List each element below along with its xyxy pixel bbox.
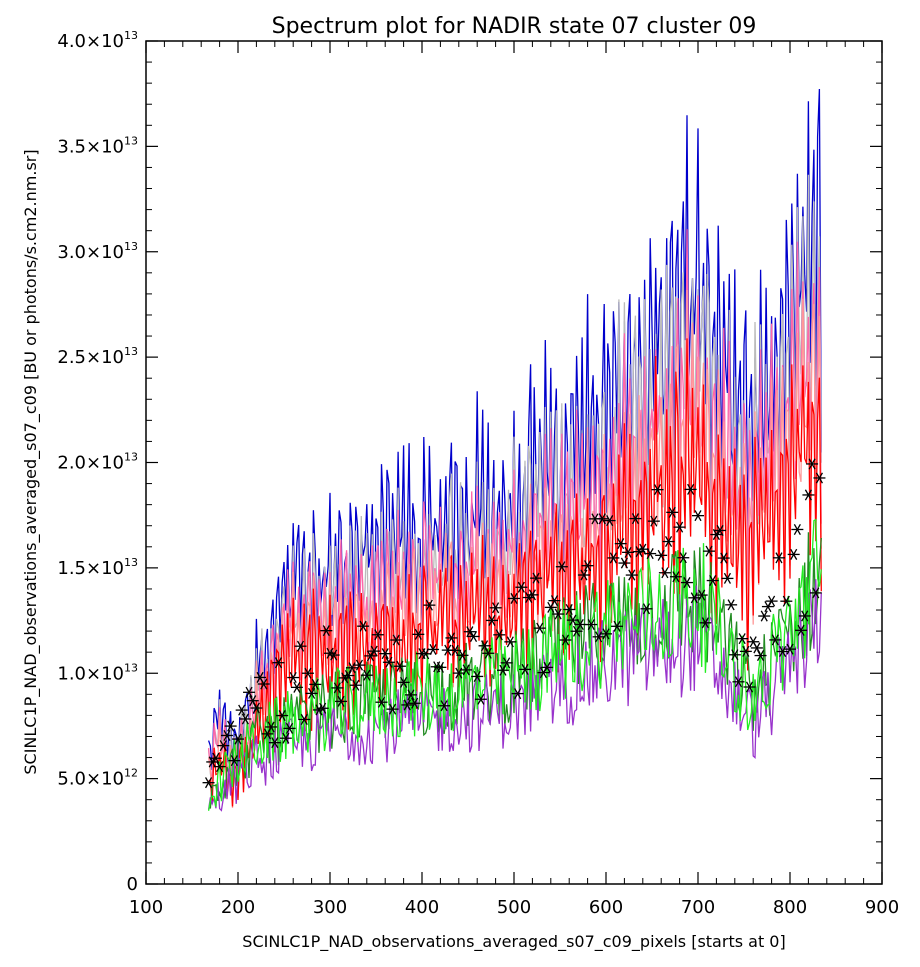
y-tick-label: 3.0×1013 <box>57 240 138 263</box>
y-tick-label: 0 <box>127 874 138 895</box>
series-point <box>655 550 667 560</box>
series-point <box>644 548 656 558</box>
series-point <box>758 611 770 621</box>
x-tick-label: 600 <box>589 897 623 918</box>
y-tick-label: 4.0×1013 <box>57 29 138 52</box>
data-layer <box>203 89 826 811</box>
x-tick-label: 800 <box>773 897 807 918</box>
x-tick-label: 100 <box>129 897 163 918</box>
x-tick-label: 400 <box>405 897 439 918</box>
series-point <box>729 650 741 660</box>
y-tick-label: 2.5×1013 <box>57 345 138 368</box>
x-tick-label: 200 <box>221 897 255 918</box>
y-tick-label: 3.5×1013 <box>57 134 138 157</box>
series-point <box>725 600 737 610</box>
x-tick-label: 900 <box>865 897 899 918</box>
x-tick-label: 300 <box>313 897 347 918</box>
series-point <box>618 558 630 568</box>
series-point <box>243 687 255 697</box>
series-point <box>791 524 803 534</box>
series-point <box>751 643 763 653</box>
x-tick-label: 700 <box>681 897 715 918</box>
y-tick-label: 2.0×1013 <box>57 451 138 474</box>
series-point <box>747 637 759 647</box>
y-tick-label: 5.0×1012 <box>57 767 138 790</box>
chart-title: Spectrum plot for NADIR state 07 cluster… <box>272 14 757 39</box>
y-tick-label: 1.0×1013 <box>57 661 138 684</box>
y-tick-label: 1.5×1013 <box>57 556 138 579</box>
x-tick-label: 500 <box>497 897 531 918</box>
x-axis-label: SCINLC1P_NAD_observations_averaged_s07_c… <box>242 932 785 952</box>
series-point <box>802 490 814 500</box>
y-axis-label: SCINLC1P_NAD_observations_averaged_s07_c… <box>21 149 41 774</box>
series-point <box>703 546 715 556</box>
series-point <box>659 568 671 578</box>
